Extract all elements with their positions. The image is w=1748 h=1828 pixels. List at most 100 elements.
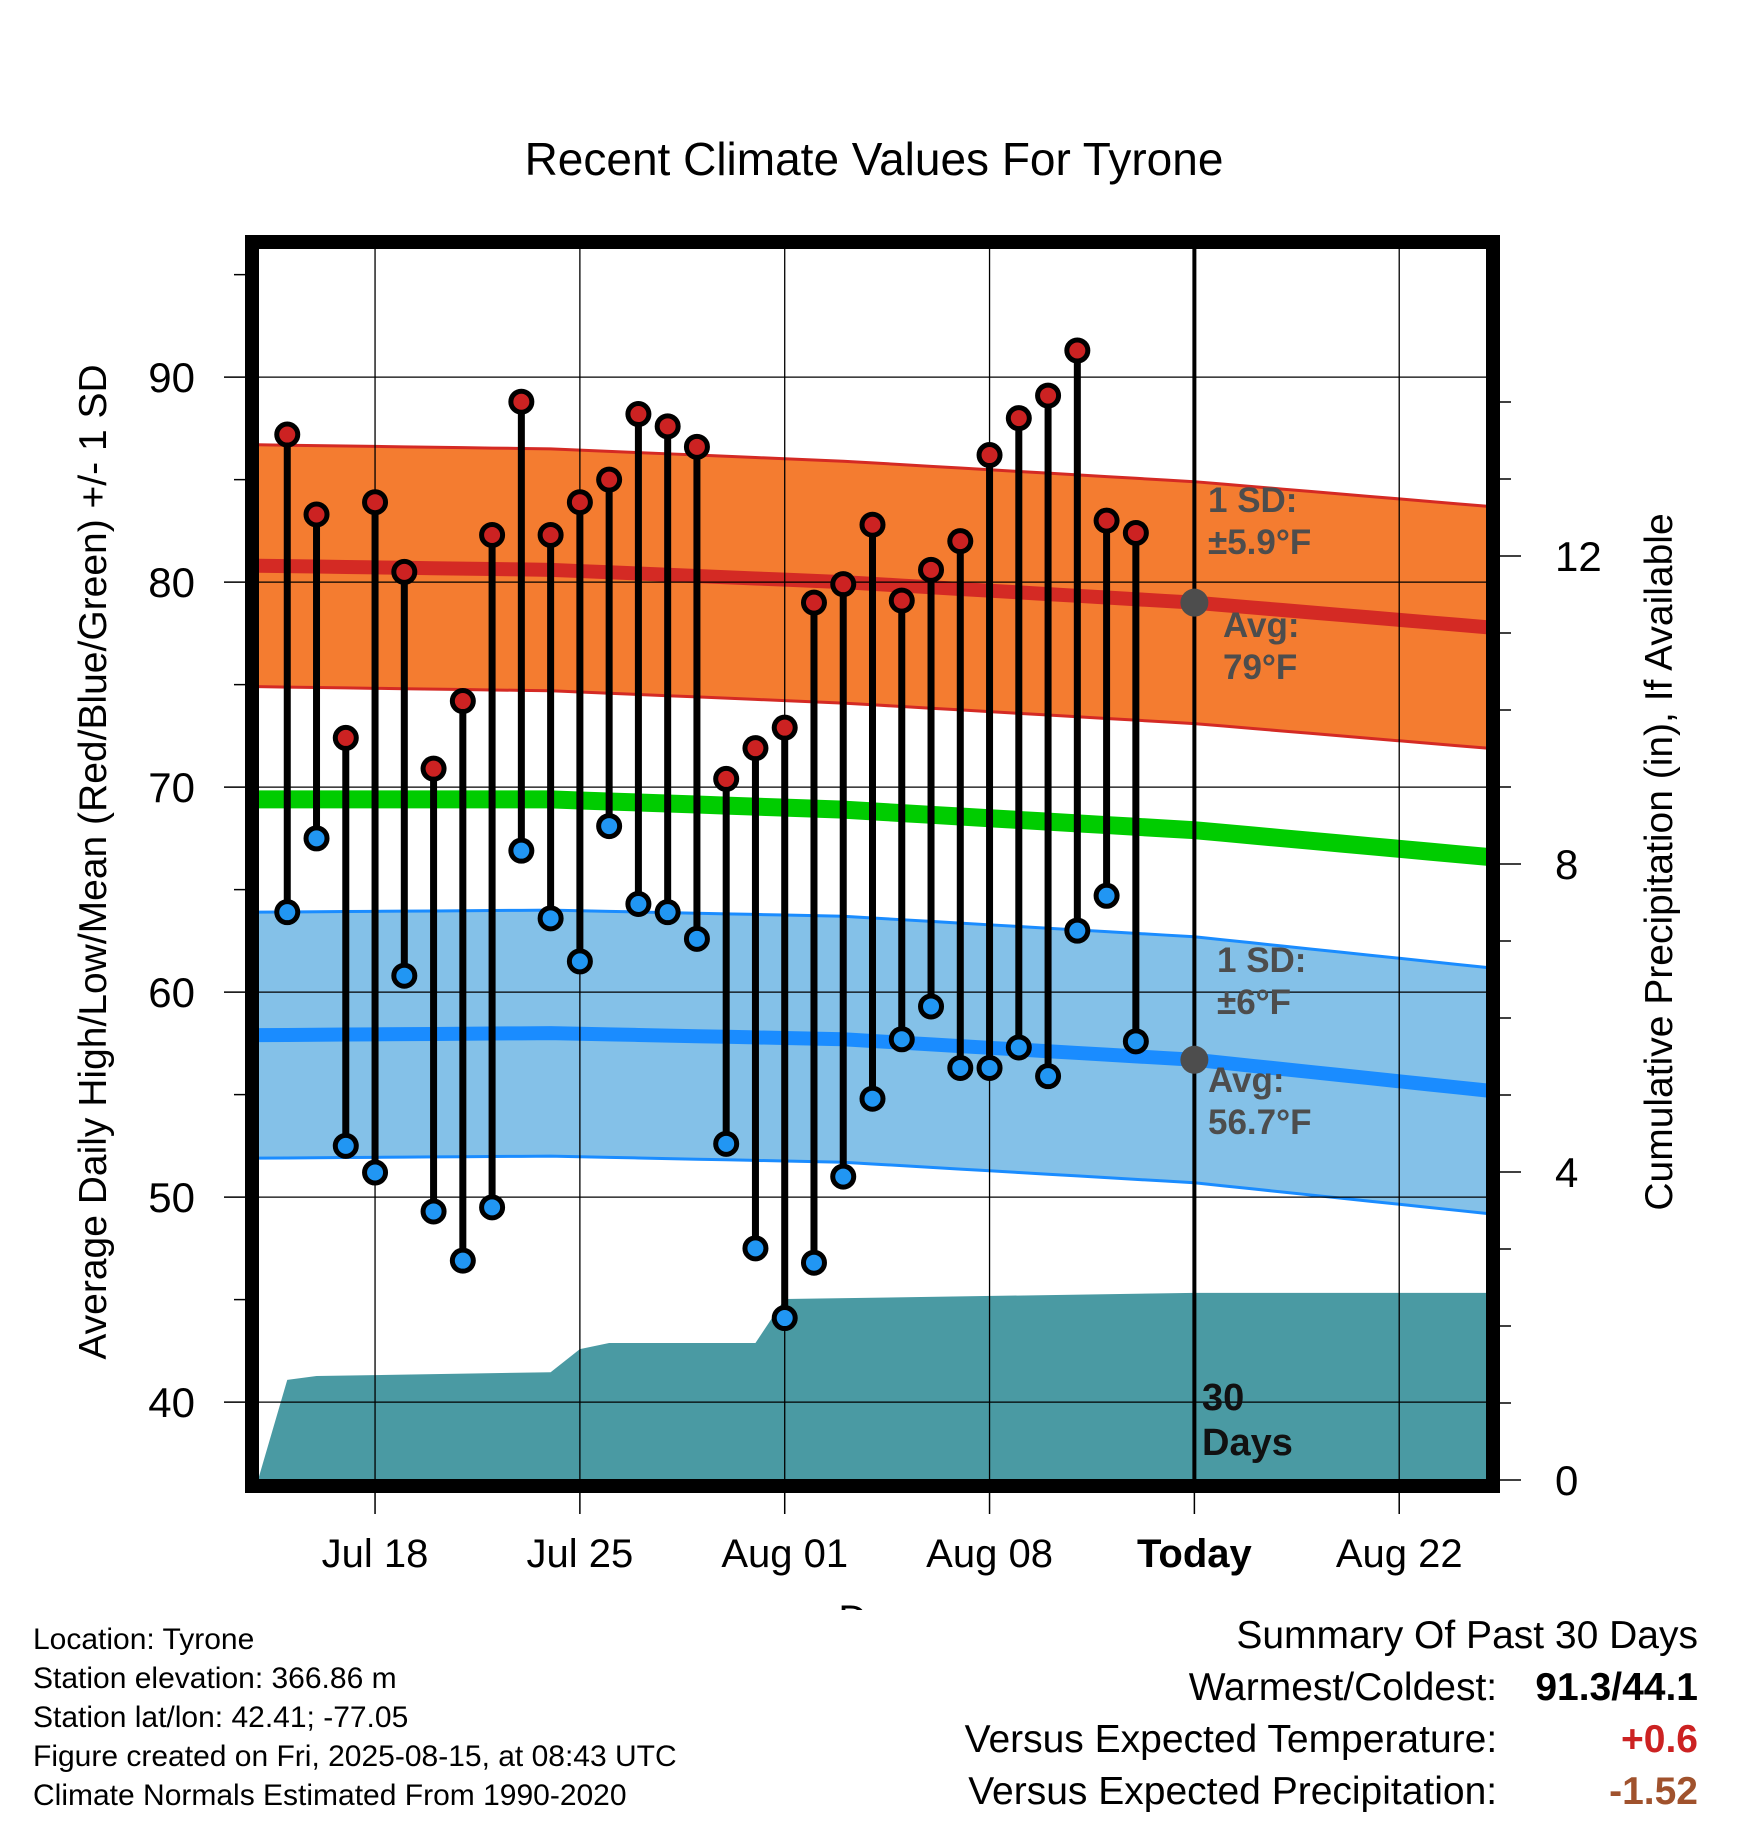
daily-high-point	[683, 433, 710, 460]
daily-high-point	[479, 521, 506, 548]
high-sd-annotation: 1 SD: ±5.9°F	[1208, 481, 1311, 562]
daily-high-point	[508, 388, 535, 415]
window-days-label: 30 Days	[1202, 1377, 1293, 1464]
summary-title: Summary Of Past 30 Days	[1236, 1614, 1698, 1657]
daily-low-point	[859, 1085, 886, 1112]
daily-low-point	[449, 1247, 476, 1274]
daily-low-point	[976, 1054, 1003, 1081]
daily-low-point	[362, 1159, 389, 1186]
daily-low-point	[830, 1163, 857, 1190]
daily-low-point	[918, 993, 945, 1020]
summary-temp-row: Versus Expected Temperature: +0.6	[965, 1714, 1698, 1766]
daily-low-point	[742, 1235, 769, 1262]
low-avg-annotation-line: Avg:	[1208, 1061, 1284, 1100]
daily-high-point	[303, 501, 330, 528]
daily-low-point	[625, 890, 652, 917]
daily-high-point	[800, 589, 827, 616]
station-info: Location: Tyrone Station elevation: 366.…	[33, 1620, 677, 1815]
daily-high-point	[654, 413, 681, 440]
summary-warmest-label: Warmest/Coldest:	[1188, 1666, 1498, 1709]
x-tick-label: Aug 01	[721, 1532, 848, 1576]
daily-high-point	[449, 688, 476, 715]
summary-warmest-value: 91.3/44.1	[1535, 1666, 1698, 1709]
daily-low-point	[566, 948, 593, 975]
daily-low-point	[713, 1130, 740, 1157]
daily-high-point	[1005, 405, 1032, 432]
x-tick-label: Today	[1137, 1532, 1253, 1576]
daily-low-point	[508, 837, 535, 864]
summary-temp-label: Versus Expected Temperature:	[964, 1718, 1498, 1761]
today-high-avg-marker	[1180, 588, 1209, 617]
y2-tick-label: 4	[1555, 1149, 1578, 1196]
today-low-avg-marker	[1180, 1045, 1209, 1074]
summary-precip-value: -1.52	[1609, 1770, 1698, 1813]
daily-high-point	[420, 755, 447, 782]
daily-high-point	[976, 442, 1003, 469]
x-tick-label: Aug 08	[926, 1532, 1053, 1576]
x-tick-label: Jul 25	[527, 1532, 634, 1576]
summary-temp-value: +0.6	[1621, 1718, 1698, 1761]
y-tick-label: 70	[148, 764, 195, 811]
daily-low-point	[391, 962, 418, 989]
plot-frame	[245, 235, 1500, 1493]
daily-high-point	[859, 511, 886, 538]
daily-high-point	[713, 765, 740, 792]
window-days-label-line: Days	[1202, 1422, 1293, 1464]
y-tick-label: 60	[148, 969, 195, 1016]
station-elevation: Station elevation: 366.86 m	[33, 1662, 397, 1695]
daily-low-point	[303, 825, 330, 852]
daily-low-point	[596, 813, 623, 840]
daily-low-point	[1122, 1028, 1149, 1055]
high-avg-annotation-line: 79°F	[1223, 648, 1297, 687]
daily-high-point	[947, 528, 974, 555]
axes: 40 50 60 70 80 90 0 4 8 12 Jul 18 Jul 25 Aug 01 Aug 0…	[148, 273, 1602, 1576]
low-sd-annotation: 1 SD: ±6°F	[1217, 941, 1306, 1022]
daily-high-point	[918, 556, 945, 583]
low-avg-annotation-line: 56.7°F	[1208, 1103, 1312, 1142]
grid	[258, 248, 1487, 1480]
daily-high-point	[1035, 382, 1062, 409]
low-sd-annotation-line: ±6°F	[1217, 983, 1291, 1022]
daily-low-point	[947, 1054, 974, 1081]
daily-low-point	[888, 1026, 915, 1053]
plot-border	[245, 235, 1500, 1493]
x-tick-label: Aug 22	[1336, 1532, 1463, 1576]
daily-high-point	[771, 714, 798, 741]
low-avg-annotation: Avg: 56.7°F	[1208, 1061, 1312, 1142]
low-sd-annotation-line: 1 SD:	[1217, 941, 1306, 980]
y2-axis-title: Cumulative Precipitation (in), If Availa…	[1638, 513, 1681, 1210]
daily-low-point	[1035, 1063, 1062, 1090]
high-avg-annotation-line: Avg:	[1223, 606, 1299, 645]
summary-precip-label: Versus Expected Precipitation:	[968, 1770, 1498, 1813]
daily-high-point	[1122, 519, 1149, 546]
y-axis-title: Average Daily High/Low/Mean (Red/Blue/Gr…	[72, 364, 115, 1359]
daily-high-point	[596, 466, 623, 493]
daily-low-point	[1064, 917, 1091, 944]
daily-high-point	[1064, 337, 1091, 364]
daily-high-point	[362, 489, 389, 516]
climate-chart: 40 50 60 70 80 90 0 4 8 12 Jul 18 Jul 25 Aug 01 Aug 0…	[72, 133, 1681, 1610]
daily-high-point	[566, 489, 593, 516]
y-tick-label: 50	[148, 1174, 195, 1221]
daily-low-point	[1005, 1034, 1032, 1061]
high-avg-annotation: Avg: 79°F	[1223, 606, 1299, 687]
y-tick-label: 40	[148, 1379, 195, 1426]
daily-high-point	[888, 587, 915, 614]
high-sd-annotation-line: 1 SD:	[1208, 481, 1297, 520]
daily-low-point	[771, 1305, 798, 1332]
chart-marks	[274, 337, 1209, 1332]
daily-low-point	[420, 1198, 447, 1225]
daily-low-point	[683, 925, 710, 952]
daily-high-point	[537, 521, 564, 548]
high-sd-annotation-line: ±5.9°F	[1208, 523, 1311, 562]
y-tick-label: 80	[148, 559, 195, 606]
y2-tick-label: 12	[1555, 533, 1602, 580]
figure-created: Figure created on Fri, 2025-08-15, at 08…	[33, 1740, 677, 1773]
high-sd-band-upper-edge	[257, 443, 1488, 508]
daily-high-point	[830, 571, 857, 598]
daily-high-point	[274, 421, 301, 448]
daily-low-point	[800, 1249, 827, 1276]
daily-low-point	[1093, 882, 1120, 909]
station-latlon: Station lat/lon: 42.41; -77.05	[33, 1701, 409, 1734]
summary-warmest-row: Warmest/Coldest: 91.3/44.1	[965, 1662, 1698, 1714]
